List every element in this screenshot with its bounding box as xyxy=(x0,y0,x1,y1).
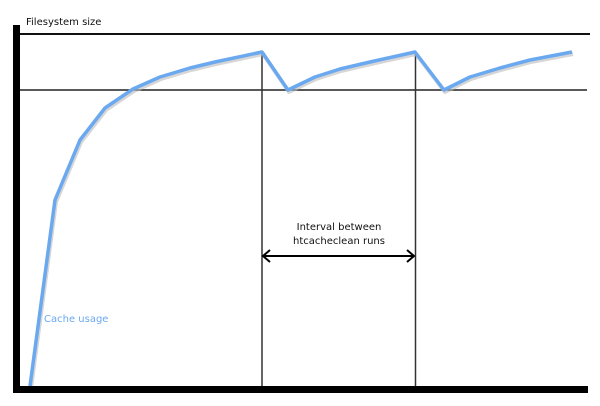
interval-label: Interval between htcacheclean runs xyxy=(262,221,416,249)
series-label: Cache usage xyxy=(44,314,109,325)
cache-usage-curve xyxy=(28,50,573,387)
interval-label-line1: Interval between xyxy=(296,222,382,233)
arrow-right-head-icon xyxy=(406,249,416,263)
arrow-left-head-icon xyxy=(261,249,271,263)
y-axis xyxy=(13,25,20,393)
x-axis xyxy=(13,386,588,393)
interval-double-arrow xyxy=(261,249,416,263)
y-axis-label: Filesystem size xyxy=(26,17,102,28)
interval-label-line2: htcacheclean runs xyxy=(293,236,385,247)
cache-usage-curve-shadow xyxy=(29,52,574,389)
